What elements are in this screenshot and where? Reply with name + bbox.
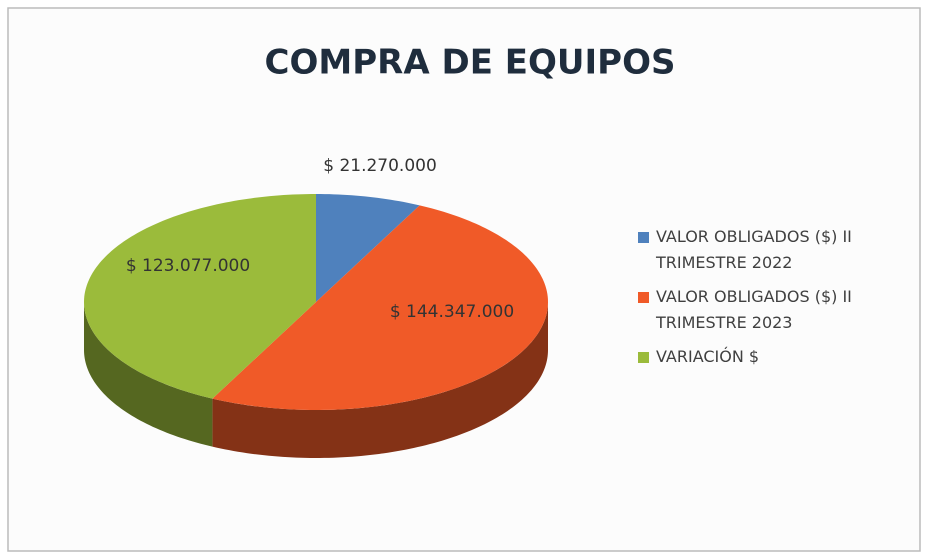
legend-swatch [638, 232, 649, 243]
legend-item: VALOR OBLIGADOS ($) II TRIMESTRE 2022 [636, 224, 926, 276]
pie-slice [316, 194, 420, 302]
chart-title: COMPRA DE EQUIPOS [265, 43, 676, 83]
pie-slice-side [212, 302, 548, 458]
legend-item: VARIACIÓN $ [636, 344, 926, 370]
data-label: $ 144.347.000 [390, 302, 514, 322]
legend-label: VALOR OBLIGADOS ($) II TRIMESTRE 2023 [656, 287, 852, 332]
legend: VALOR OBLIGADOS ($) II TRIMESTRE 2022 VAL… [636, 224, 926, 378]
legend-swatch [638, 352, 649, 363]
pie-slice [212, 205, 548, 410]
pie-slice [84, 194, 316, 399]
pie-slice-side [84, 302, 213, 447]
legend-swatch [638, 292, 649, 303]
legend-label: VARIACIÓN $ [656, 347, 760, 366]
legend-item: VALOR OBLIGADOS ($) II TRIMESTRE 2023 [636, 284, 926, 336]
legend-label: VALOR OBLIGADOS ($) II TRIMESTRE 2022 [656, 227, 852, 272]
data-label: $ 123.077.000 [126, 256, 250, 276]
data-label: $ 21.270.000 [323, 156, 437, 176]
